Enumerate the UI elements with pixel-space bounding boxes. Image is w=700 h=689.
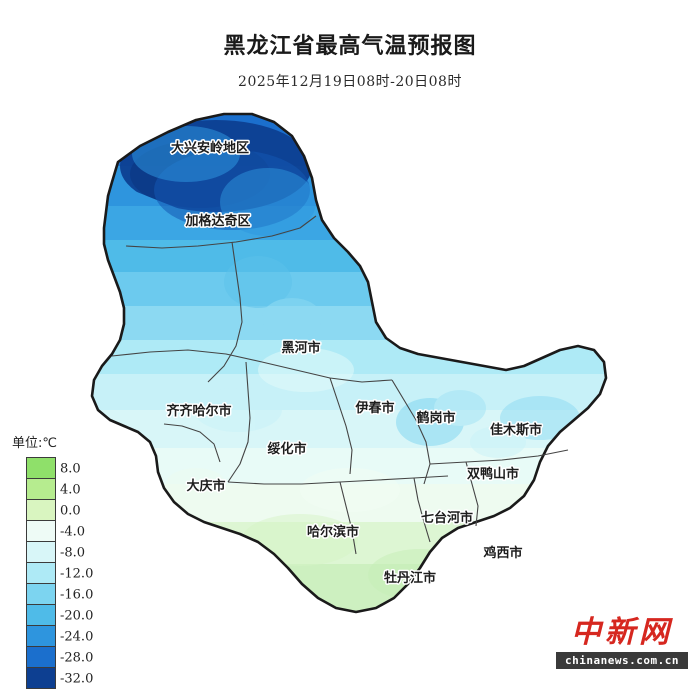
region-label-qitaihe: 七台河市 (421, 510, 473, 526)
region-label-mudanjiang: 牡丹江市 (384, 570, 436, 586)
legend-tick-1: 4.0 (60, 482, 81, 498)
legend-swatch-9 (27, 646, 55, 667)
heilongjiang-map: 大兴安岭地区 加格达奇区 黑河市 齐齐哈尔市 伊春市 鹤岗市 佳木斯市 绥化市 … (90, 112, 608, 614)
logo-url-text: chinanews.com.cn (556, 652, 688, 669)
prefecture-boundaries (111, 215, 569, 555)
province-boundary (90, 112, 608, 614)
legend-tick-4: -8.0 (60, 545, 86, 561)
map-container: 大兴安岭地区 加格达奇区 黑河市 齐齐哈尔市 伊春市 鹤岗市 佳木斯市 绥化市 … (0, 70, 700, 650)
region-label-haerbin: 哈尔滨市 (307, 524, 359, 540)
region-label-jiagedaqi: 加格达奇区 (184, 213, 250, 229)
legend-swatch-4 (27, 541, 55, 562)
legend-swatch-1 (27, 478, 55, 499)
legend-swatch-7 (27, 604, 55, 625)
region-label-daxinganling: 大兴安岭地区 (171, 140, 249, 156)
region-label-shuangyashan: 双鸭山市 (467, 466, 519, 482)
region-label-jixi: 鸡西市 (482, 545, 522, 561)
legend-swatch-6 (27, 583, 55, 604)
forecast-period: 2025年12月19日08时-20日08时 (238, 74, 462, 90)
legend-colorbar: 8.0 4.0 0.0 -4.0 -8.0 -12.0 -16.0 -20.0 -24.0 -28… (10, 457, 106, 689)
page-title: 黑龙江省最高气温预报图 (223, 34, 477, 59)
chinanews-logo: 中新网 chinanews.com.cn (556, 618, 688, 669)
legend-tick-10: -32.0 (60, 671, 94, 687)
legend-swatch-0 (27, 458, 55, 478)
region-label-hegang: 鹤岗市 (416, 410, 455, 426)
legend-tick-5: -12.0 (60, 566, 94, 582)
region-label-daqing: 大庆市 (186, 478, 225, 494)
legend-tick-7: -20.0 (60, 608, 94, 624)
header: 黑龙江省最高气温预报图 2025年12月19日08时-20日08时 (0, 0, 700, 91)
region-label-qiqihaer: 齐齐哈尔市 (166, 403, 231, 419)
region-label-heihe: 黑河市 (281, 340, 320, 356)
legend-tick-8: -24.0 (60, 629, 94, 645)
legend-color-bar (26, 457, 56, 689)
legend-tick-3: -4.0 (60, 524, 86, 540)
legend-tick-2: 0.0 (60, 503, 81, 519)
legend-swatch-5 (27, 562, 55, 583)
legend-swatch-2 (27, 499, 55, 520)
legend-swatch-8 (27, 625, 55, 646)
legend-tick-0: 8.0 (60, 461, 81, 477)
legend: 单位:℃ 8.0 4.0 0.0 -4.0 -8.0 -12.0 -16.0 -20.0 -24… (10, 432, 106, 689)
legend-swatch-3 (27, 520, 55, 541)
legend-unit-label: 单位:℃ (12, 436, 57, 451)
region-label-jiamusi: 佳木斯市 (490, 422, 542, 438)
legend-swatch-10 (27, 667, 55, 688)
region-label-yichun: 伊春市 (354, 400, 394, 416)
legend-tick-9: -28.0 (60, 650, 94, 666)
legend-tick-6: -16.0 (60, 587, 94, 603)
logo-brand-text: 中新网 (571, 615, 673, 650)
region-label-suihua: 绥化市 (267, 441, 306, 457)
city-labels: 大兴安岭地区 加格达奇区 黑河市 齐齐哈尔市 伊春市 鹤岗市 佳木斯市 绥化市 … (165, 139, 544, 588)
